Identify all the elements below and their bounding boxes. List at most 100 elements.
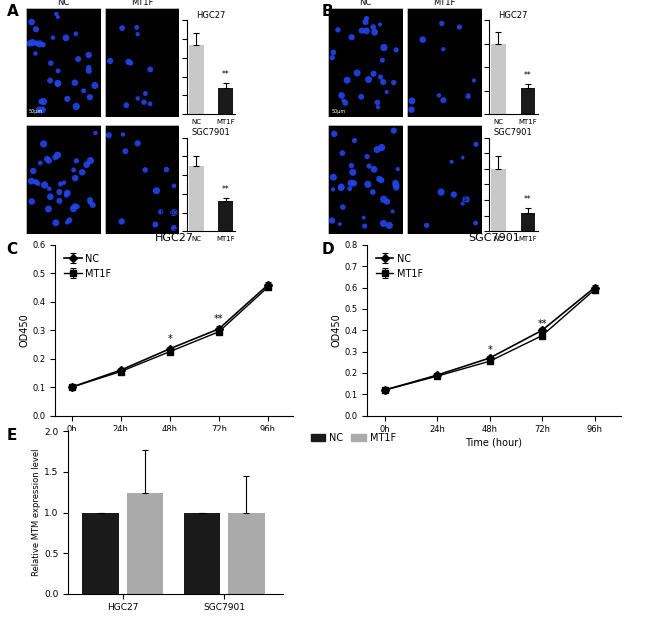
Point [359, 213, 369, 222]
Point [71, 156, 81, 166]
Point [369, 164, 379, 174]
Point [27, 17, 37, 27]
Bar [521, 213, 536, 231]
Point [116, 216, 127, 226]
Text: 50μm: 50μm [332, 109, 346, 114]
Point [378, 194, 389, 204]
Title: HGC27: HGC27 [155, 233, 194, 243]
Point [458, 152, 468, 162]
Point [38, 40, 48, 50]
Point [170, 208, 180, 217]
Point [382, 87, 392, 97]
Text: 50μm: 50μm [29, 109, 44, 114]
Point [374, 174, 384, 184]
Point [44, 204, 54, 214]
Point [139, 97, 150, 107]
Point [55, 179, 66, 189]
Point [375, 72, 385, 82]
Title: NC: NC [57, 0, 70, 7]
Point [377, 55, 387, 65]
Point [72, 202, 83, 212]
Text: **: ** [222, 185, 229, 194]
Point [31, 24, 41, 34]
Point [59, 177, 70, 187]
Point [70, 78, 80, 88]
Point [44, 184, 55, 194]
Point [35, 158, 46, 168]
Point [53, 78, 63, 88]
Point [373, 102, 384, 112]
Text: A: A [6, 4, 18, 19]
Point [463, 91, 473, 101]
Y-axis label: invasive cells per field: invasive cells per field [463, 149, 469, 219]
Point [145, 99, 155, 109]
Title: HGC27: HGC27 [499, 11, 528, 19]
Point [61, 191, 72, 201]
Point [336, 182, 346, 192]
Point [84, 198, 95, 208]
Point [117, 23, 127, 33]
Point [46, 58, 56, 68]
Point [120, 146, 131, 156]
Point [391, 180, 401, 190]
Bar [491, 169, 506, 231]
Point [150, 219, 161, 229]
Point [448, 189, 459, 199]
Point [133, 29, 143, 39]
Point [54, 187, 64, 197]
Point [50, 152, 60, 162]
Point [421, 221, 432, 231]
Point [471, 139, 481, 149]
Point [458, 199, 468, 209]
Point [335, 219, 345, 229]
Point [168, 208, 179, 217]
Point [79, 86, 89, 96]
Point [53, 150, 63, 160]
Point [90, 128, 101, 138]
Point [393, 164, 403, 174]
Point [125, 58, 136, 68]
Point [434, 91, 444, 101]
Point [363, 179, 373, 189]
Point [83, 50, 94, 60]
Text: **: ** [524, 71, 532, 80]
Title: MT1F: MT1F [131, 0, 153, 7]
Point [28, 166, 38, 176]
Point [131, 22, 142, 32]
Point [84, 66, 94, 76]
Bar [228, 512, 265, 594]
X-axis label: Time (hour): Time (hour) [146, 437, 202, 447]
Point [68, 165, 79, 175]
Point [155, 207, 166, 217]
Point [71, 29, 81, 39]
Point [70, 201, 80, 211]
Point [51, 9, 62, 19]
Point [84, 92, 95, 103]
Point [53, 79, 63, 89]
Point [333, 25, 343, 35]
Point [378, 219, 389, 229]
Point [34, 105, 44, 115]
Text: *: * [168, 334, 172, 344]
Point [71, 101, 81, 111]
Point [161, 164, 172, 174]
Point [140, 89, 151, 99]
Point [359, 221, 370, 231]
Point [73, 54, 83, 64]
Point [40, 180, 50, 190]
Text: *: * [488, 346, 492, 356]
Text: E: E [6, 428, 17, 443]
Point [51, 218, 61, 228]
Point [372, 98, 383, 107]
Point [337, 148, 348, 158]
Point [169, 181, 179, 191]
Point [340, 98, 350, 107]
Text: C: C [6, 242, 18, 257]
Bar [188, 45, 203, 114]
Point [53, 66, 63, 76]
Point [85, 195, 96, 205]
Legend: NC, MT1F: NC, MT1F [372, 250, 428, 282]
Point [151, 186, 162, 196]
Text: D: D [322, 242, 334, 257]
Point [406, 104, 417, 114]
